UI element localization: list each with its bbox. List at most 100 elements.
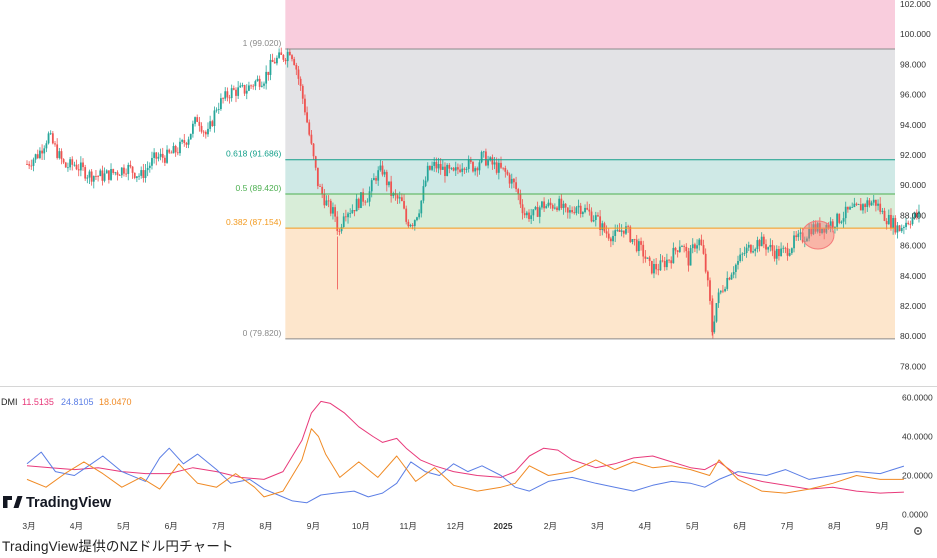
candle-body [446,164,449,177]
candle-body [64,162,67,168]
candle-body [644,256,647,259]
candle-body [439,164,442,170]
candle-body [842,218,845,222]
candle-body [885,220,888,225]
candle-body [28,164,31,166]
candle-body [741,253,744,255]
candle-body [510,178,513,184]
candle-body [426,165,429,181]
candle-body [793,235,795,249]
candle-body [411,224,414,226]
tradingview-logo-icon [3,496,23,508]
time-tick-label: 2025 [494,521,513,531]
settings-gear-icon[interactable] [914,527,922,535]
candle-body [500,162,502,168]
dmi-title: DMI [1,397,18,407]
candle-body [790,248,793,254]
candle-body [88,171,91,178]
candle-body [905,222,907,228]
candle-body [437,164,440,169]
candle-body [577,205,580,208]
candle-body [476,168,479,171]
candle-body [743,253,746,254]
candle-body [187,139,190,145]
candle-body [319,186,321,187]
candle-body [381,165,384,175]
candle-body [756,240,759,249]
candle-body [700,239,703,246]
candle-body [103,173,106,181]
candle-body [239,85,242,88]
candle-body [54,143,56,145]
candle-body [465,169,468,170]
candle-body [243,85,246,94]
candle-body [299,78,302,86]
candle-body [915,212,918,218]
candle-body [463,168,466,170]
candle-body [258,78,261,87]
candle-body [603,223,606,232]
tradingview-logo: TradingView [3,495,112,511]
candle-body [405,208,408,222]
candle-body [226,91,229,98]
candle-body [519,194,522,205]
candle-body [767,247,770,250]
candle-body [758,240,761,247]
highlight-circle-layer [801,220,835,250]
candle-body [689,248,692,266]
candle-body [543,201,545,209]
fib-lines: 1 (99.020) 0.618 (91.686) 0.5 (89.420) 0.38… [226,38,895,340]
dmi-tick-label: 20.0000 [902,471,933,481]
candle-body [631,239,634,242]
candle-body [838,213,841,223]
fib-band-0618-05 [285,159,896,194]
candle-body [286,51,289,62]
candle-body [308,122,311,135]
candle-body [795,235,798,238]
time-tick-label: 10月 [352,521,370,531]
candle-body [95,175,97,177]
candle-body [127,164,130,174]
candle-body [786,248,789,256]
price-axis: 78.000 80.000 82.000 84.000 86.000 88.000 90.0… [900,0,931,371]
candle-body [605,231,608,234]
candle-body [666,259,668,268]
candle-body [140,170,143,176]
candle-body [123,167,125,174]
candle-body [739,254,742,261]
candle-body [336,216,339,232]
candle-body [200,125,203,132]
fib-label-1: 1 (99.020) [243,38,282,48]
candle-body [388,181,390,186]
candle-body [157,156,160,159]
candle-body [806,238,808,242]
candle-body [778,248,780,257]
candle-body [894,218,897,233]
candle-body [58,151,61,158]
candle-body [584,207,586,213]
candle-body [409,224,412,227]
candle-body [334,207,336,217]
candle-body [515,182,517,190]
candle-body [691,244,694,249]
candle-body [467,159,470,170]
candle-body [422,186,425,201]
candle-body [353,210,356,212]
candle-body [711,300,714,333]
candle-body [267,71,270,75]
candle-body [235,89,237,96]
candle-body [344,216,347,218]
candle-body [663,260,666,268]
candle-body [734,264,737,272]
candle-body [168,149,171,153]
candle-body [706,271,709,281]
candle-body [864,204,867,207]
price-tick-label: 90.000 [900,180,926,190]
candle-body [71,159,74,165]
candle-body [301,85,304,99]
candle-body [325,200,328,206]
candle-body [400,197,403,202]
candle-body [45,143,48,149]
candle-body [724,288,726,292]
dmi-lines [26,400,905,504]
